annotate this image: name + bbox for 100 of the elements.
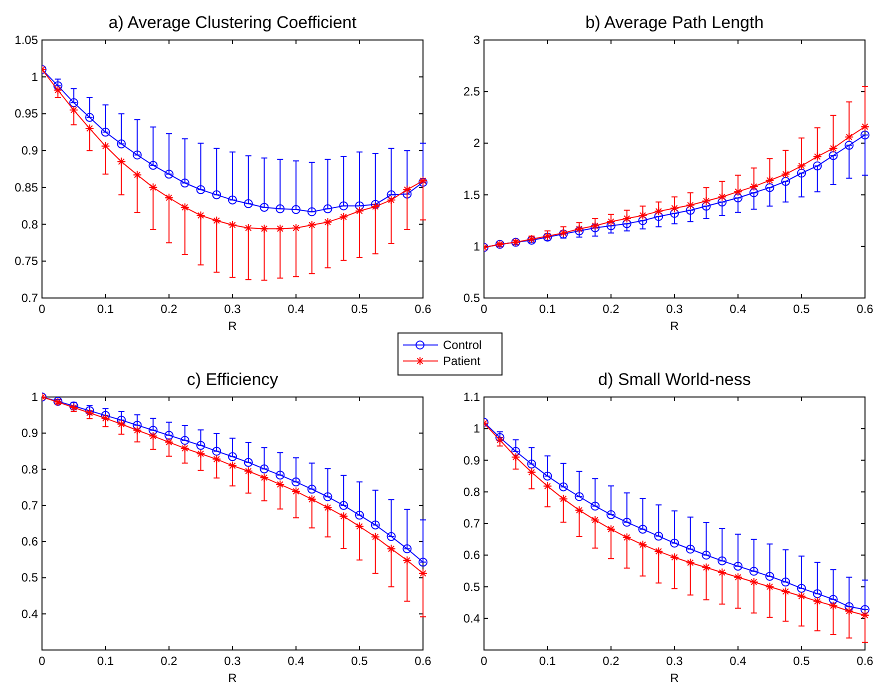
y-tick-label: 0.5 [463, 580, 480, 594]
y-tick-label: 0.8 [463, 484, 480, 499]
x-tick-label: 0.2 [160, 302, 178, 316]
y-tick-label: 0.5 [21, 570, 38, 585]
point [622, 214, 632, 224]
point [718, 192, 727, 202]
point [670, 538, 679, 548]
y-tick-label: 1 [31, 390, 38, 404]
point [148, 426, 158, 435]
point [638, 524, 648, 534]
point [276, 204, 285, 214]
point [606, 510, 616, 520]
point [686, 544, 695, 554]
point [164, 430, 174, 440]
y-tick-label: 2 [473, 136, 480, 150]
point [590, 502, 600, 511]
y-tick-label: 0.8 [21, 217, 38, 232]
point [116, 416, 126, 425]
point [686, 200, 695, 210]
point [132, 420, 142, 430]
point [781, 578, 790, 587]
x-tick-label: 0.2 [160, 654, 178, 668]
point [844, 132, 854, 142]
y-tick-label: 0.9 [463, 453, 480, 468]
point [292, 477, 300, 486]
chart-title: d) Small World-ness [598, 370, 751, 389]
point [511, 446, 520, 456]
point [180, 178, 190, 188]
point [702, 196, 711, 206]
y-tick-label: 0.4 [463, 611, 480, 626]
x-tick-label: 0.4 [288, 302, 305, 316]
chart-title: c) Efficiency [186, 370, 279, 389]
point [212, 190, 222, 200]
point [370, 520, 380, 530]
x-tick-label: 0.2 [602, 302, 620, 316]
x-tick-label: 0.5 [793, 302, 810, 316]
x-tick-label: 0.3 [666, 654, 684, 668]
point [418, 558, 428, 567]
point [53, 81, 62, 90]
point [85, 112, 94, 122]
point [765, 183, 774, 192]
point [355, 201, 364, 210]
y-tick-label: 1.1 [463, 390, 480, 404]
y-tick-label: 1.5 [463, 188, 480, 202]
x-tick-label: 0 [480, 654, 488, 668]
point [812, 589, 822, 598]
point [860, 130, 870, 140]
point [260, 464, 269, 474]
point [686, 206, 695, 215]
point [797, 168, 806, 178]
x-tick-label: 0.5 [351, 302, 368, 316]
y-tick-label: 0.9 [21, 426, 38, 440]
point [702, 550, 711, 560]
point [638, 210, 648, 220]
legend-label: Patient [443, 354, 482, 368]
point [339, 500, 348, 510]
point [828, 144, 838, 153]
point [495, 436, 504, 445]
y-tick-label: 0.7 [21, 498, 38, 512]
point [797, 584, 806, 593]
point [228, 452, 237, 462]
point [638, 216, 648, 226]
y-tick-label: 0.6 [463, 548, 480, 562]
point [212, 446, 222, 456]
y-tick-label: 2.5 [463, 84, 480, 99]
x-tick-label: 0.1 [97, 302, 114, 316]
point [844, 602, 854, 612]
point [132, 150, 142, 160]
point [812, 152, 822, 162]
point [781, 176, 790, 186]
point [574, 492, 584, 502]
point [654, 206, 664, 216]
point [307, 207, 316, 216]
point [860, 605, 870, 614]
y-tick-label: 0.7 [21, 291, 38, 305]
x-tick-label: 0.4 [288, 654, 305, 668]
point [702, 202, 711, 211]
y-tick-label: 0.75 [14, 254, 38, 268]
point [606, 221, 616, 230]
x-tick-label: 0.6 [414, 654, 432, 668]
x-tick-label: 0.3 [666, 302, 684, 316]
y-tick-label: 0.8 [21, 462, 38, 476]
x-tick-label: 0.6 [856, 654, 874, 668]
point [402, 544, 412, 554]
point [495, 432, 504, 442]
chart-title: a) Average Clustering Coefficient [108, 13, 357, 32]
point [101, 128, 110, 137]
x-tick-label: 0 [38, 302, 46, 316]
x-tick-label: 0 [480, 302, 488, 316]
x-tick-label: 0.5 [793, 654, 810, 668]
y-tick-label: 0.6 [21, 534, 38, 549]
point [749, 182, 758, 192]
point [53, 86, 62, 95]
x-tick-label: 0.1 [539, 654, 556, 668]
point [292, 205, 300, 214]
point [339, 201, 348, 210]
point [558, 482, 568, 492]
point [244, 458, 253, 467]
x-axis-title: R [228, 671, 238, 685]
y-tick-label: 0.85 [14, 180, 38, 194]
